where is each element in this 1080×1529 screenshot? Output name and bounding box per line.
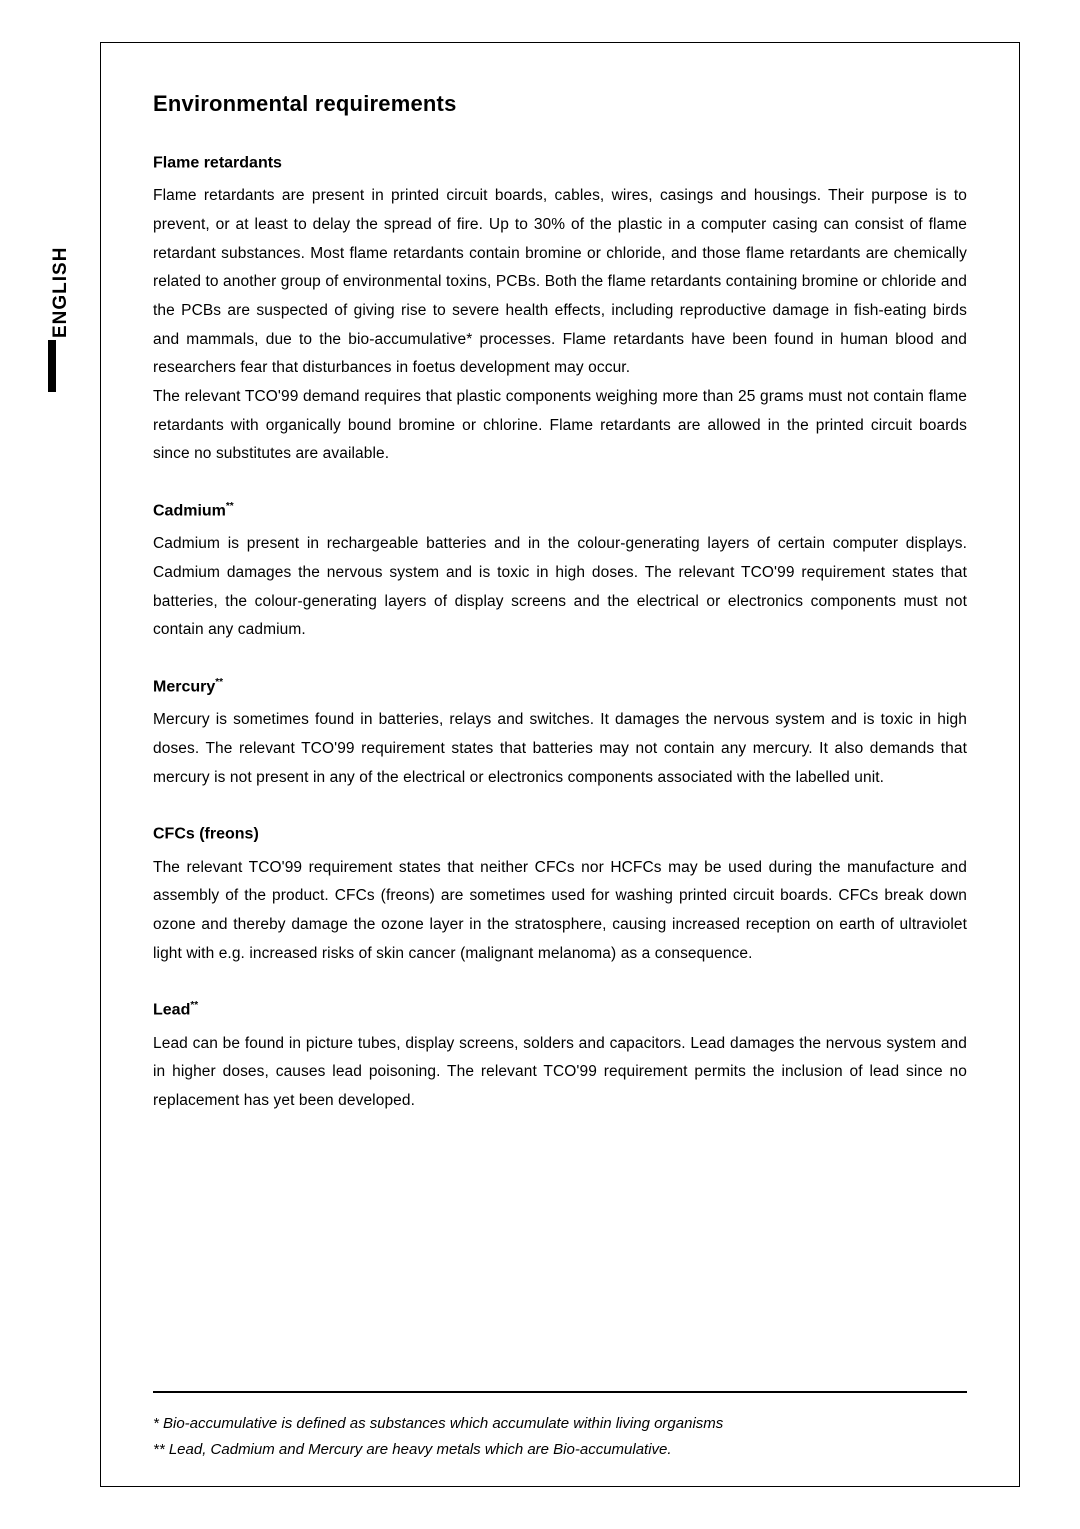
section-heading-text: Cadmium [153,502,226,519]
section-heading-text: Lead [153,1002,190,1019]
section-heading: Cadmium** [153,501,967,520]
page-content-frame: Environmental requirements Flame retarda… [100,42,1020,1487]
footnotes-block: * Bio-accumulative is defined as substan… [153,1391,967,1462]
section-heading-suffix: ** [190,1000,198,1011]
section-heading: Lead** [153,1000,967,1019]
section-heading-suffix: ** [226,501,234,512]
section-body: The relevant TCO'99 requirement states t… [153,854,967,969]
section-body: Flame retardants are present in printed … [153,182,967,469]
section-heading-suffix: ** [215,677,223,688]
footnote-line: * Bio-accumulative is defined as substan… [153,1411,967,1437]
section-body: Lead can be found in picture tubes, disp… [153,1030,967,1116]
section-heading: CFCs (freons) [153,824,967,843]
section-heading-text: Mercury [153,678,215,695]
section-flame-retardants: Flame retardants Flame retardants are pr… [153,153,967,469]
section-heading: Mercury** [153,677,967,696]
section-heading-text: CFCs (freons) [153,826,259,843]
section-body: Mercury is sometimes found in batteries,… [153,706,967,792]
section-body: Cadmium is present in rechargeable batte… [153,530,967,645]
section-heading-text: Flame retardants [153,154,282,171]
section-cadmium: Cadmium** Cadmium is present in recharge… [153,501,967,645]
sidebar-language-marker [48,340,56,392]
footnote-divider [153,1391,967,1393]
section-heading: Flame retardants [153,153,967,172]
footnote-line: ** Lead, Cadmium and Mercury are heavy m… [153,1437,967,1463]
section-mercury: Mercury** Mercury is sometimes found in … [153,677,967,792]
sidebar-language-label: ENGLISH [50,247,72,338]
page-title: Environmental requirements [153,91,967,117]
section-lead: Lead** Lead can be found in picture tube… [153,1000,967,1115]
section-cfcs: CFCs (freons) The relevant TCO'99 requir… [153,824,967,968]
